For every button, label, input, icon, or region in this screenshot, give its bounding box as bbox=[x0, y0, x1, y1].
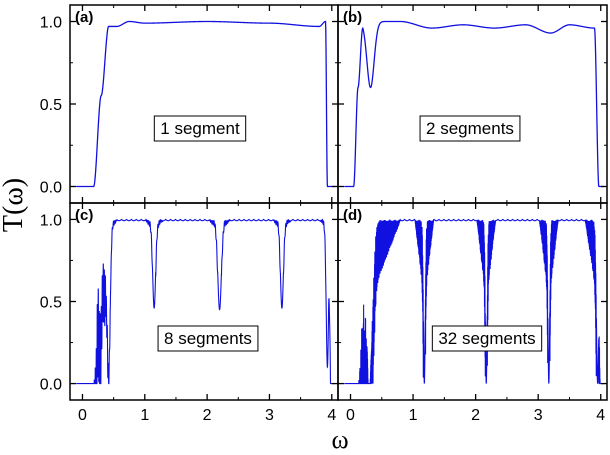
y-axis-title: T(ω) bbox=[0, 178, 29, 232]
x-tick-label: 2 bbox=[471, 407, 480, 424]
series-line-panel-3 bbox=[76, 218, 335, 385]
x-tick-label: 2 bbox=[203, 407, 212, 424]
segment-annotation-box bbox=[419, 115, 521, 142]
x-tick-label: 1 bbox=[409, 407, 418, 424]
segment-annotation: 32 segments bbox=[438, 329, 535, 348]
x-axis-title: ω bbox=[331, 425, 348, 454]
panel-label: (a) bbox=[75, 9, 93, 26]
y-tick-label: 0.5 bbox=[40, 97, 62, 114]
series-line-panel-4 bbox=[344, 218, 604, 385]
series-line-panel-1 bbox=[76, 20, 335, 188]
panel-label: (d) bbox=[343, 207, 362, 224]
segment-annotation: 8 segments bbox=[164, 329, 252, 348]
segment-annotation-box bbox=[153, 115, 247, 142]
y-tick-label: 1.0 bbox=[40, 212, 62, 229]
x-tick-label: 0 bbox=[78, 407, 87, 424]
segment-annotation-box bbox=[157, 325, 259, 352]
panel-label: (c) bbox=[75, 207, 93, 224]
y-tick-label: 0.0 bbox=[40, 180, 62, 197]
y-tick-label: 0.0 bbox=[40, 377, 62, 394]
series-line-panel-2 bbox=[344, 20, 604, 188]
plot-frame-panel-2 bbox=[337, 4, 608, 204]
y-tick-label: 1.0 bbox=[40, 15, 62, 32]
plot-frame-panel-1 bbox=[69, 4, 339, 204]
y-tick-label: 0.5 bbox=[40, 295, 62, 312]
segment-annotation-box bbox=[431, 325, 543, 352]
segment-annotation: 2 segments bbox=[426, 119, 514, 138]
panels-group: 0.0 0.5 1.0 (a) 1 segment (b) 2 segments 0.0 0.5… bbox=[40, 4, 608, 424]
segment-annotation: 1 segment bbox=[160, 119, 240, 138]
x-tick-label: 1 bbox=[140, 407, 149, 424]
x-tick-label: 3 bbox=[265, 407, 274, 424]
x-tick-label: 4 bbox=[596, 407, 605, 424]
panel-label: (b) bbox=[343, 9, 362, 26]
x-tick-label: 4 bbox=[327, 407, 336, 424]
x-tick-label: 3 bbox=[534, 407, 543, 424]
x-tick-label: 0 bbox=[346, 407, 355, 424]
